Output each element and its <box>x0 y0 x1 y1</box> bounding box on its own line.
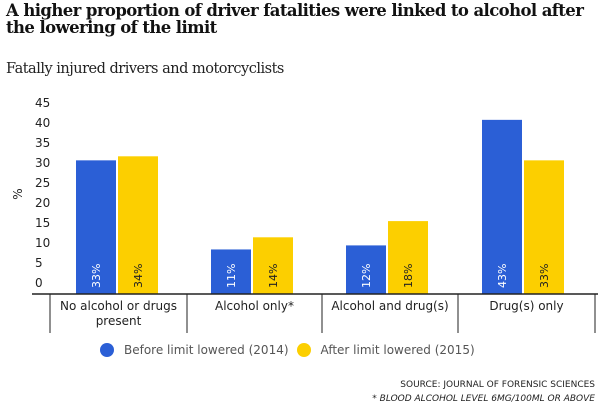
bar-after-1 <box>253 237 293 294</box>
legend-dot-after-icon <box>296 343 311 357</box>
bar-data-label: 18% <box>402 264 415 288</box>
y-tick-label: 30 <box>35 156 50 170</box>
bar-before-3 <box>482 119 522 294</box>
chart-subtitle: Fatally injured drivers and motorcyclist… <box>6 61 284 77</box>
source-text: SOURCE: JOURNAL OF FORENSIC SCIENCES <box>400 380 595 390</box>
y-tick-label: 45 <box>35 96 50 110</box>
bar-data-label: 14% <box>267 264 280 288</box>
y-tick-label: 35 <box>35 136 50 150</box>
x-category-label: present <box>96 314 142 328</box>
chart-title: A higher proportion of driver fatalities… <box>6 1 584 37</box>
source-note: SOURCE: JOURNAL OF FORENSIC SCIENCES * B… <box>372 378 595 406</box>
x-category-label: Alcohol only* <box>215 299 294 313</box>
legend-label-before: Before limit lowered (2014) <box>124 343 289 357</box>
bar-data-label: 12% <box>360 264 373 288</box>
bar-before-1 <box>211 249 251 294</box>
x-category-label: Drug(s) only <box>489 299 563 313</box>
y-tick-label: 25 <box>35 176 50 190</box>
bar-before-0 <box>76 160 116 294</box>
y-tick-label: 5 <box>35 256 43 270</box>
y-tick-label: 15 <box>35 216 50 230</box>
y-axis-label: % <box>11 188 25 199</box>
y-tick-label: 10 <box>35 236 50 250</box>
bar-data-label: 33% <box>538 264 551 288</box>
y-tick-label: 20 <box>35 196 50 210</box>
legend-item-before: Before limit lowered (2014) <box>100 343 289 357</box>
x-category-label: No alcohol or drugs <box>60 299 177 313</box>
bar-data-label: 34% <box>132 264 145 288</box>
bar-data-label: 11% <box>225 264 238 288</box>
legend-dot-before-icon <box>100 343 114 357</box>
bar-after-3 <box>524 160 564 294</box>
legend-label-after: After limit lowered (2015) <box>320 343 475 357</box>
y-tick-label: 0 <box>35 276 43 290</box>
bar-before-2 <box>346 245 386 294</box>
y-tick-label: 40 <box>35 116 50 130</box>
bar-data-label: 43% <box>496 264 509 288</box>
legend: Before limit lowered (2014) After limit … <box>100 343 483 357</box>
bar-after-2 <box>388 221 428 294</box>
bar-data-label: 33% <box>90 264 103 288</box>
x-category-label: Alcohol and drug(s) <box>331 299 448 313</box>
legend-item-after: After limit lowered (2015) <box>296 343 475 357</box>
footnote-text: * BLOOD ALCOHOL LEVEL 6MG/100ML OR ABOVE <box>372 394 595 404</box>
bar-after-0 <box>118 156 158 294</box>
